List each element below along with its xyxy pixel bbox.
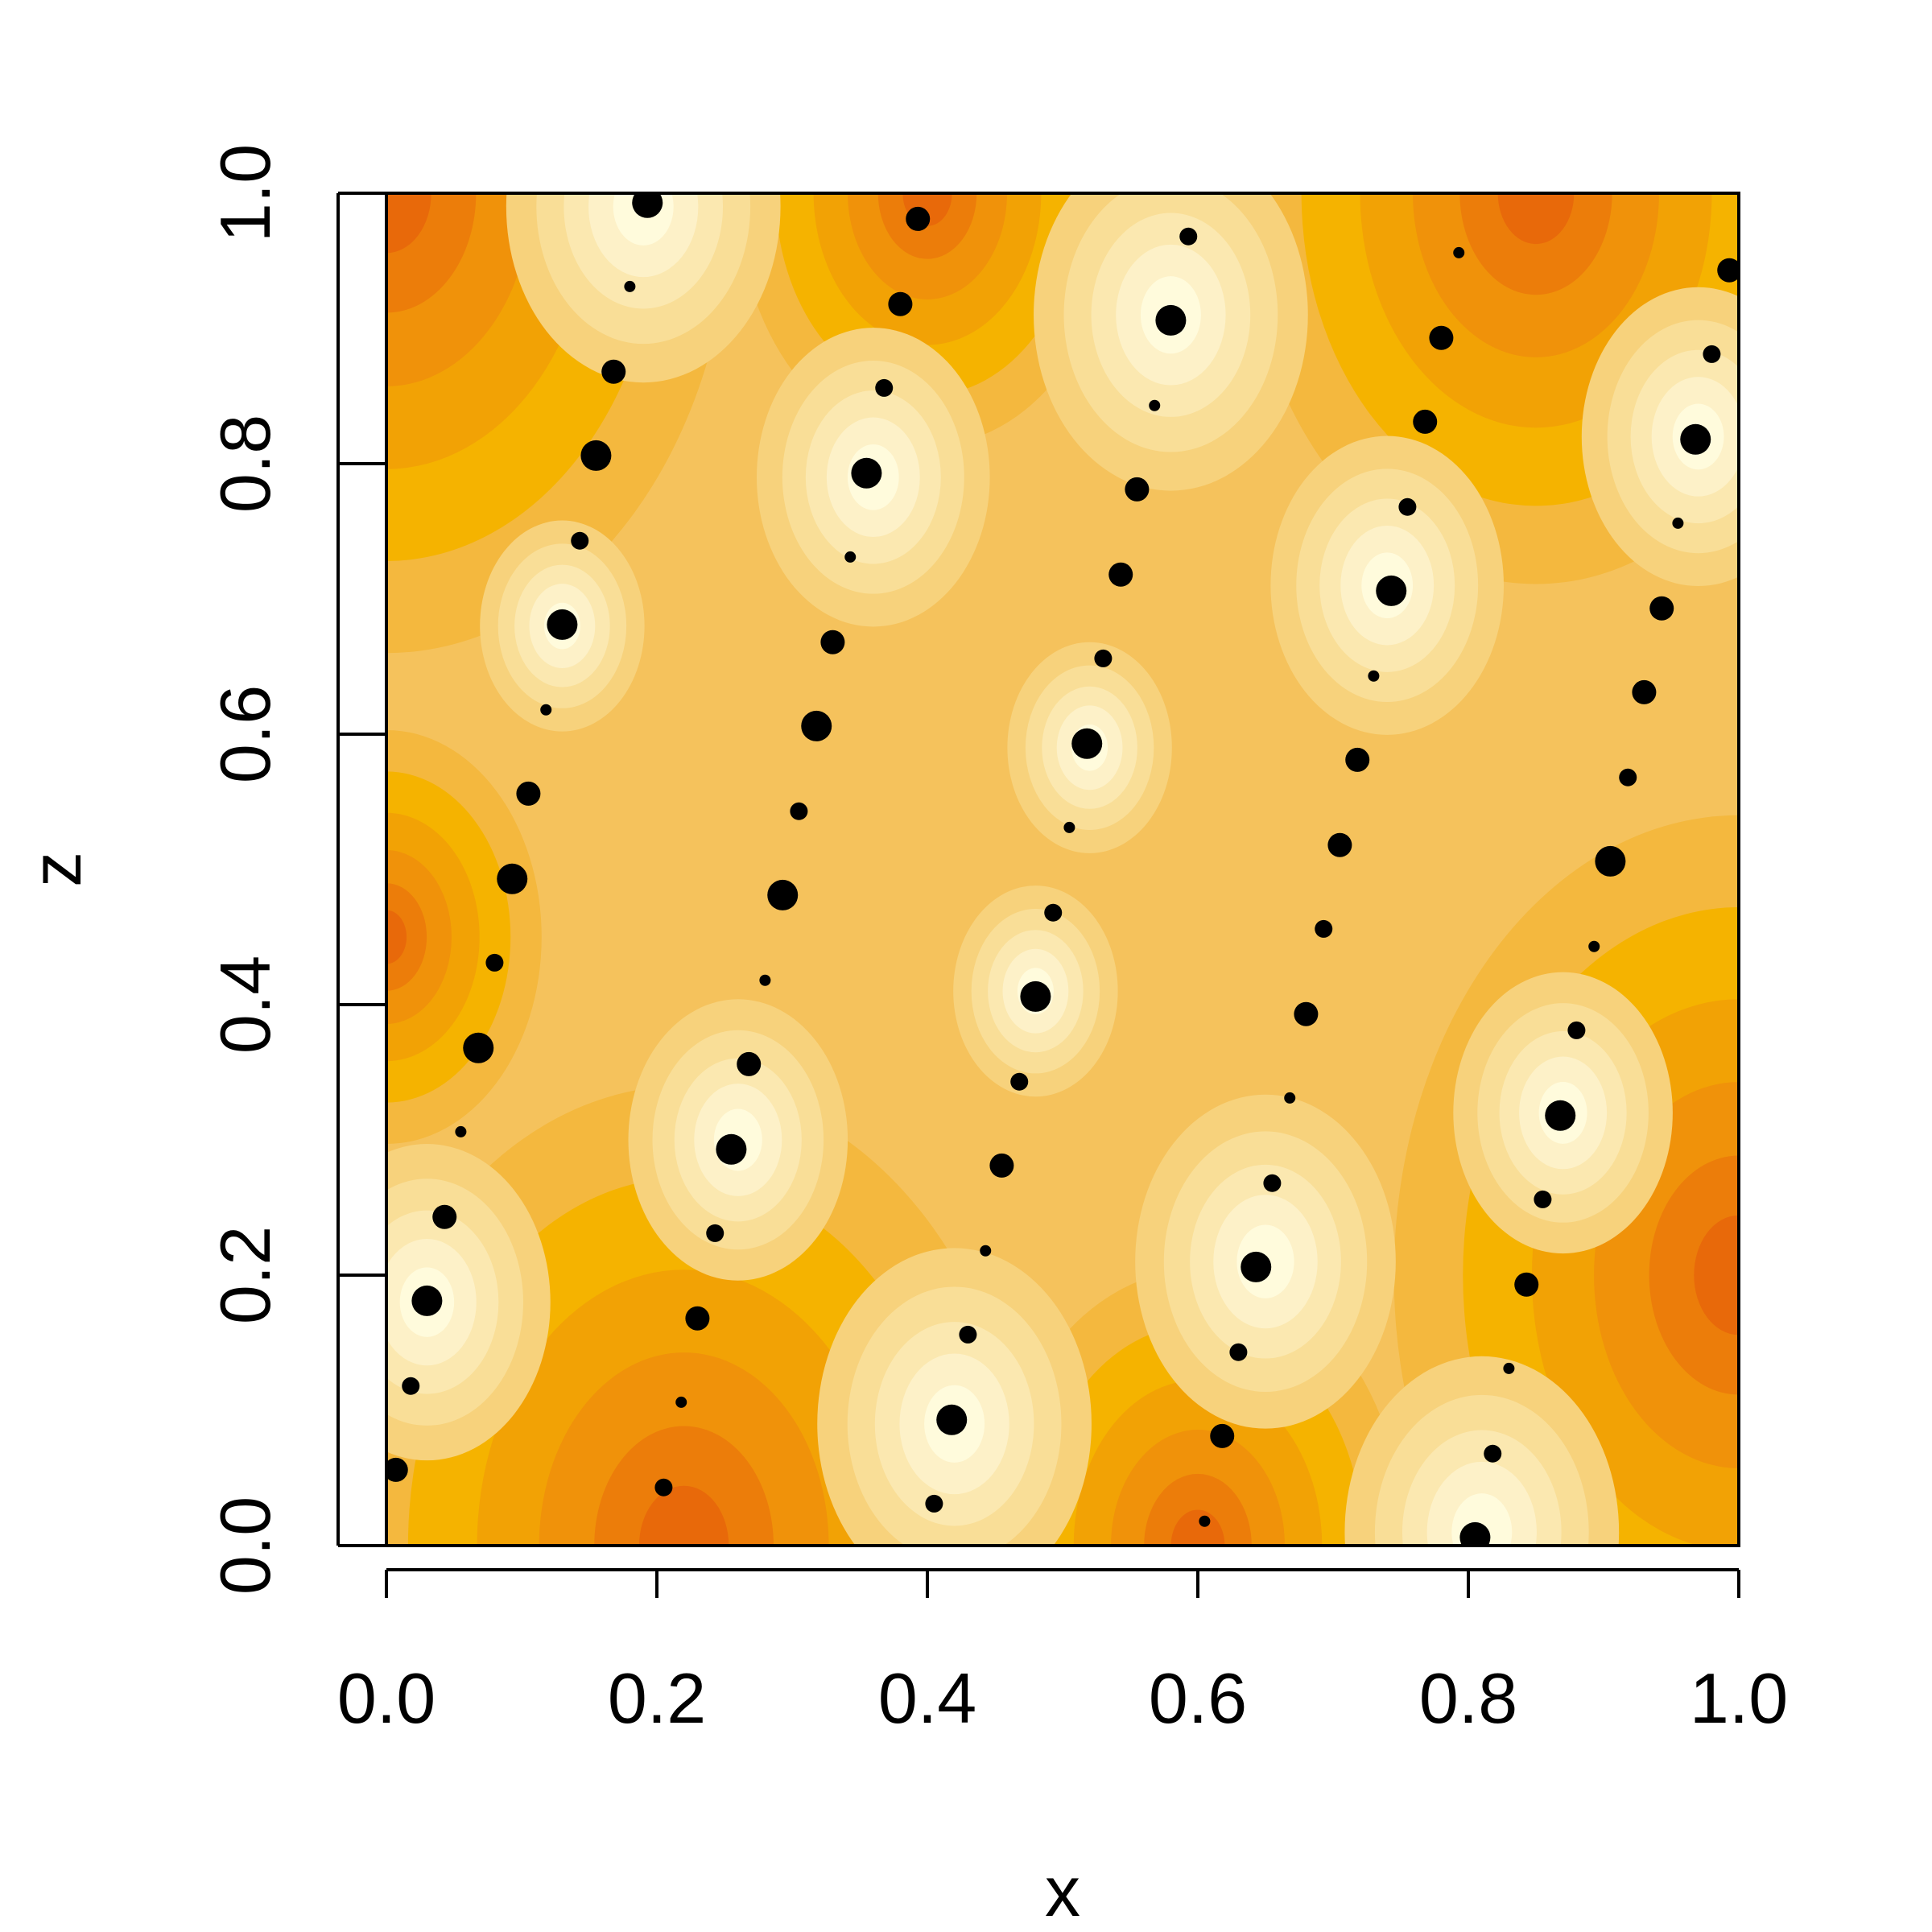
data-point [844, 551, 856, 563]
data-point [675, 1397, 687, 1408]
data-point [1263, 1174, 1281, 1192]
data-point [463, 1033, 493, 1063]
data-point [906, 207, 930, 231]
data-point [497, 864, 527, 894]
data-point [706, 1224, 724, 1242]
data-point [959, 1326, 976, 1344]
data-point [1649, 597, 1674, 621]
data-point [1294, 1002, 1318, 1026]
data-point [1199, 1516, 1210, 1527]
data-point [790, 803, 807, 820]
data-point [1125, 477, 1149, 502]
x-tick-label: 0.6 [1149, 1658, 1247, 1738]
data-point [654, 1479, 672, 1496]
data-point [936, 1405, 967, 1435]
data-point [1534, 1191, 1551, 1208]
data-point [1210, 1424, 1234, 1448]
data-point [1680, 424, 1711, 455]
data-point [1229, 1344, 1247, 1361]
data-point [1327, 833, 1352, 857]
data-point [1459, 1522, 1490, 1553]
data-point [571, 532, 588, 550]
data-point [851, 458, 881, 489]
data-point [1588, 941, 1600, 952]
data-point [1155, 305, 1186, 336]
data-point [685, 1307, 709, 1331]
data-point [1020, 981, 1051, 1012]
data-point [737, 1052, 761, 1076]
data-point [1376, 576, 1406, 606]
data-point [547, 609, 577, 640]
data-point [1429, 326, 1453, 350]
data-point [1368, 671, 1379, 682]
data-point [767, 880, 798, 910]
data-point [485, 954, 503, 972]
data-point [820, 630, 844, 654]
data-point [1484, 1445, 1501, 1463]
data-point [1567, 1022, 1585, 1039]
data-point [980, 1245, 991, 1257]
data-point [1179, 228, 1197, 246]
data-point [1398, 498, 1416, 516]
data-point [1503, 1363, 1514, 1374]
data-point [624, 281, 635, 292]
data-point [759, 975, 770, 986]
data-point [1453, 247, 1464, 258]
y-tick-label: 0.0 [205, 1496, 285, 1595]
y-axis-title: z [16, 852, 96, 887]
data-point [1071, 729, 1102, 759]
y-tick-label: 1.0 [205, 144, 285, 242]
data-point [516, 782, 540, 806]
data-point [455, 1126, 466, 1137]
x-axis-title: x [1045, 1852, 1080, 1931]
x-axis: 0.0 0.2 0.4 0.6 0.8 1.0 [337, 1570, 1788, 1738]
x-tick-label: 0.4 [878, 1658, 976, 1738]
data-point [1413, 410, 1437, 434]
data-point [801, 711, 832, 741]
y-tick-label: 0.2 [205, 1226, 285, 1324]
data-point [1595, 846, 1625, 877]
data-point [402, 1377, 419, 1395]
data-point [1010, 1073, 1028, 1091]
y-tick-label: 0.8 [205, 415, 285, 513]
data-point [1241, 1252, 1271, 1282]
data-point [925, 1495, 943, 1513]
data-point [1094, 650, 1112, 667]
data-point [1284, 1092, 1295, 1104]
data-point [1345, 748, 1369, 772]
contour-fill [42, 0, 1932, 1932]
y-axis: 0.0 0.2 0.4 0.6 0.8 1.0 [205, 144, 386, 1595]
y-tick-label: 0.4 [205, 956, 285, 1054]
data-point [1545, 1100, 1575, 1131]
data-point [1063, 822, 1075, 833]
data-point [1514, 1273, 1538, 1297]
data-point [1672, 518, 1683, 529]
data-point [716, 1134, 746, 1165]
data-point [601, 360, 625, 384]
data-point [1703, 345, 1720, 363]
data-point [888, 292, 912, 316]
x-tick-label: 0.8 [1419, 1658, 1517, 1738]
data-point [1619, 769, 1637, 786]
data-point [411, 1286, 442, 1316]
data-point [1315, 920, 1332, 938]
x-tick-label: 0.2 [608, 1658, 706, 1738]
data-point [1108, 563, 1133, 587]
data-point [1632, 680, 1656, 704]
data-point [1149, 400, 1160, 411]
data-point [875, 379, 893, 397]
data-point [1044, 904, 1062, 922]
x-tick-label: 1.0 [1690, 1658, 1788, 1738]
data-point [432, 1205, 456, 1229]
x-tick-label: 0.0 [337, 1658, 436, 1738]
data-point [540, 704, 551, 716]
y-tick-label: 0.6 [205, 685, 285, 783]
data-point [580, 440, 611, 471]
data-point [989, 1154, 1013, 1178]
